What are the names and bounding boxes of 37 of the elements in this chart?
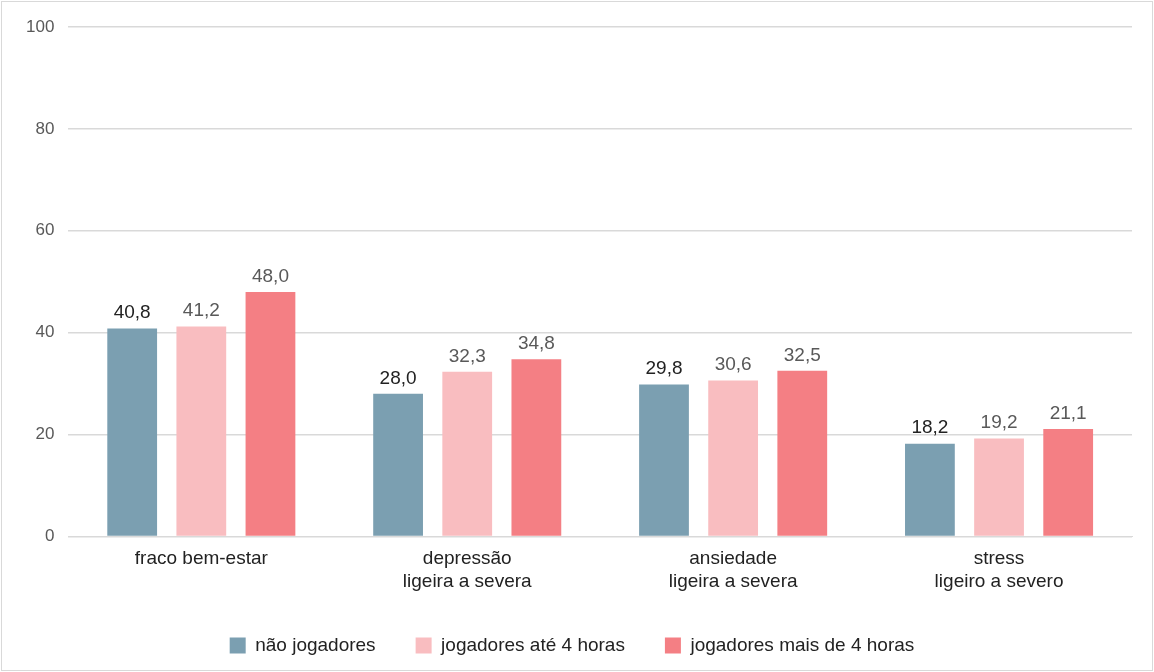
bar	[639, 384, 689, 536]
x-tick-label: stress ligeiro a severo	[934, 547, 1064, 591]
data-label: 34,8	[517, 331, 555, 353]
bar	[245, 291, 296, 536]
data-label: 40,8	[113, 301, 151, 323]
bar	[777, 370, 828, 536]
bar	[107, 328, 158, 536]
y-tick-label: 0	[44, 526, 55, 546]
legend-label: não jogadores	[255, 633, 376, 655]
bar	[708, 380, 759, 536]
x-tick-label: depressão ligeira a severa	[402, 547, 533, 591]
bar	[1043, 428, 1094, 536]
bar	[373, 393, 423, 536]
data-label: 41,2	[182, 299, 220, 321]
legend-label: jogadores mais de 4 horas	[689, 633, 915, 655]
data-label: 32,5	[783, 343, 821, 365]
y-tick-label: 40	[35, 322, 55, 342]
data-label: 30,6	[714, 353, 752, 375]
legend-label: jogadores até 4 horas	[440, 633, 625, 655]
data-label: 28,0	[379, 366, 417, 388]
data-label: 29,8	[645, 357, 683, 379]
bar	[905, 443, 955, 536]
y-tick-label: 60	[35, 220, 55, 240]
bar	[442, 371, 493, 536]
x-tick-label: ansiedade ligeira a severa	[668, 547, 798, 591]
y-tick-label: 20	[35, 424, 55, 444]
bar	[511, 359, 562, 536]
y-tick-label: 80	[35, 118, 55, 138]
data-label: 32,3	[448, 344, 486, 366]
data-label: 18,2	[911, 416, 949, 438]
bar	[974, 438, 1024, 536]
data-label: 48,0	[251, 264, 289, 286]
bar	[176, 326, 227, 536]
y-tick-label: 100	[25, 16, 55, 36]
data-label: 21,1	[1049, 401, 1087, 423]
x-tick-label: fraco bem-estar	[134, 547, 269, 569]
data-label: 19,2	[980, 411, 1018, 433]
